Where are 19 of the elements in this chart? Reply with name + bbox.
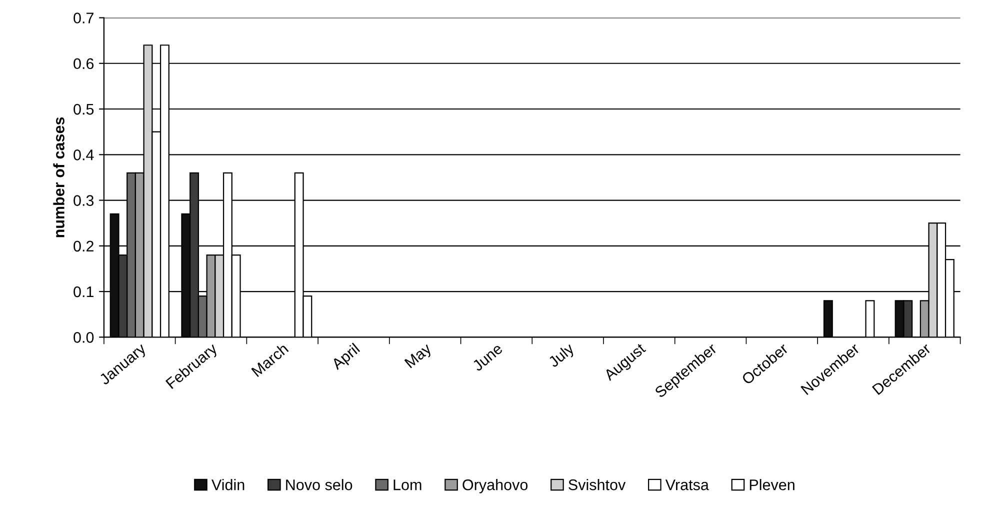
y-tick-label: 0.4 (74, 150, 94, 160)
legend-label: Novo selo (286, 479, 352, 490)
y-tick-label: 0.1 (74, 286, 94, 298)
x-tick-label: June (472, 342, 504, 372)
legend-label: Pleven (750, 479, 794, 490)
legend-label: Vratsa (665, 480, 709, 490)
y-tick-label: 0.3 (74, 195, 94, 206)
legend-label: Vidin (211, 479, 244, 490)
y-tick-label: 0.0 (74, 332, 94, 343)
y-tick-label: 0.7 (74, 12, 94, 24)
y-tick-label: 0.6 (74, 58, 94, 70)
legend-label: Lom (394, 480, 422, 490)
y-tick-label: 0.2 (74, 240, 94, 252)
legend-label: Svishtov (568, 479, 626, 490)
x-tick-label: July (547, 342, 577, 370)
legend-label: Oryahovo (462, 479, 528, 494)
y-tick-label: 0.5 (74, 104, 94, 115)
x-tick-label: May (404, 342, 434, 371)
y-axis-title: number of cases (53, 117, 64, 238)
